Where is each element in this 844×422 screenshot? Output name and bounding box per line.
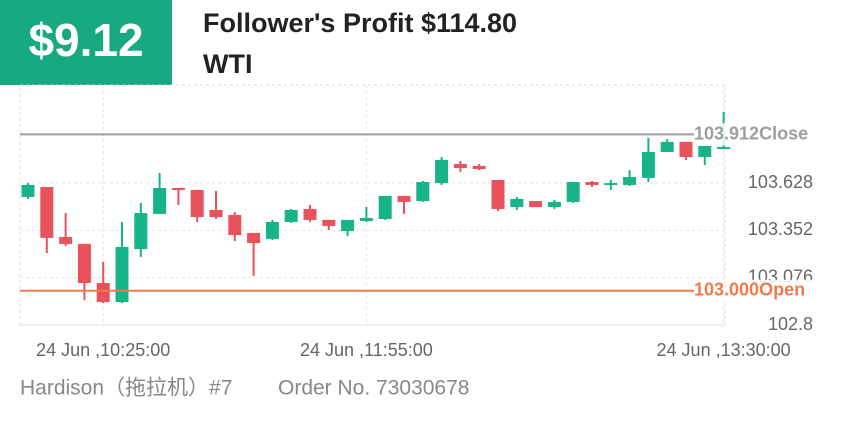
candle-body [623,177,637,185]
candle-body [472,165,486,169]
candle-body [397,195,411,202]
candle-body [171,188,185,191]
reference-label-bg [694,123,816,146]
profit-badge [0,0,172,85]
subtitle: WTI [203,49,252,79]
candle-body [679,141,693,157]
plot-frame [19,84,726,326]
candle-body [284,209,298,222]
candle-body [209,209,223,217]
reference-value: 103.912 [694,123,759,143]
candle-body [59,237,73,244]
candle-body [228,214,242,235]
candle-body [547,201,561,208]
candle-body [529,201,543,208]
candle-body [322,219,336,226]
trader: Hardison（拖拉机）#7 [20,377,232,400]
candle-body [77,243,91,283]
candle-body [717,147,731,150]
candle-body [453,164,467,168]
candle-body [96,283,110,303]
candle-body [378,195,392,220]
candle-body [510,199,524,208]
candle-body [341,219,355,232]
candle-body [247,232,261,244]
candle-body [40,187,54,238]
candle-body [153,188,167,214]
title: Follower's Profit $114.80 [203,8,517,38]
reference-label-bg [694,279,816,302]
candle-body [265,221,279,239]
candle-body [604,183,618,186]
reference-label: 103.000Open [694,279,805,299]
y-tick-label: 102.8 [768,314,813,334]
candle-body [585,182,599,185]
candle-body [190,189,204,217]
candle-body [416,182,430,202]
candle-body [115,247,129,303]
candle-body [566,182,580,202]
order-number: Order No. 73030678 [278,377,469,400]
candle-body [134,213,148,250]
candle-body [660,141,674,153]
x-tick-label: 24 Jun ,10:25:00 [36,340,170,360]
reference-name: Open [759,279,805,299]
y-tick-label: 103.352 [748,219,813,239]
reference-name: Close [759,123,808,143]
candle-body [698,146,712,157]
reference-label: 103.912Close [694,123,808,143]
reference-value: 103.000 [694,279,759,299]
y-tick-label: 103.628 [748,172,813,192]
badge-text: $9.12 [28,14,143,66]
candle-body [303,208,317,220]
candle-body [491,179,505,209]
x-tick-label: 24 Jun ,11:55:00 [300,340,433,360]
candle-body [21,184,35,197]
x-tick-label: 24 Jun ,13:30:00 [657,340,791,360]
candle-body [435,159,449,184]
candle-body [359,218,373,221]
candle-body [641,152,655,178]
